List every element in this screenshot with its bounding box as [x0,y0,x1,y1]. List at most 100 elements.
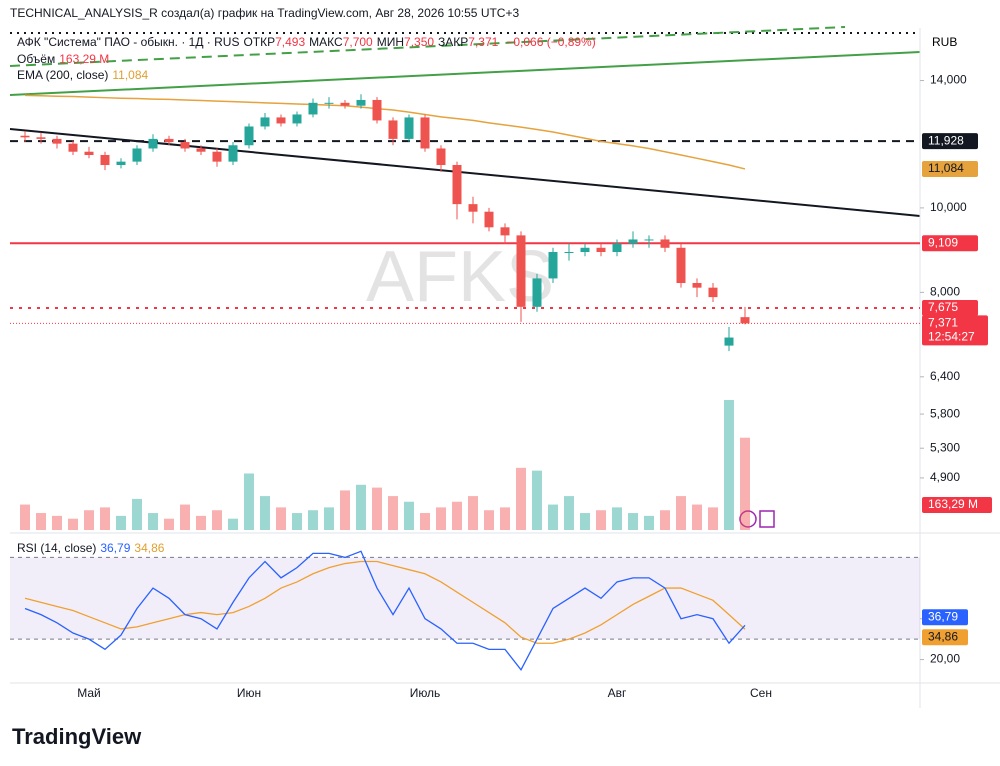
candle-body [324,102,334,104]
candle-body [564,252,574,254]
volume-bar [708,507,718,530]
volume-bar [484,510,494,530]
volume-bar [740,437,750,530]
candle-body [52,138,62,144]
candle-body [372,99,382,121]
brand: TradingView [12,724,142,749]
symbol: АФК "Система" ПАО - обыкн. · 1Д · RUS [17,35,240,49]
candle-body [292,114,302,124]
volume-bar [276,507,286,530]
candle-body [516,235,526,307]
rsi-value: 36,79 [100,541,131,555]
candle-body [180,142,190,149]
x-tick-label: Авг [608,686,627,700]
candle-body [644,239,654,241]
volume-bar [436,507,446,530]
candle-body [308,102,318,115]
ema-line [24,94,746,170]
level-label-box [922,133,978,150]
trend-line [9,128,921,217]
candle-body [228,145,238,162]
volume-bar [404,501,414,530]
y-tick-label: 6,400 [930,369,960,383]
y-tick-label: 5,300 [930,440,960,454]
volume-bar [420,513,430,530]
volume-bar [116,515,126,530]
ohlc-label: ОТКР [243,35,276,49]
rsi-line [24,550,746,671]
level-label-box [922,300,978,317]
y-tick-label: 14,000 [930,73,967,87]
candle-body [260,117,270,127]
ohlc-value: 7,371 [468,35,499,49]
candle-body [612,243,622,253]
candle-body [532,278,542,307]
volume-bar [132,498,142,530]
level-label: 11,928 [928,133,964,147]
candle-body [100,154,110,166]
rsi-label-box [922,609,968,626]
y-tick-label: 8,000 [930,285,960,299]
volume-bar [564,496,574,530]
ohlc: ОТКР7,493 МАКС7,700 МИН7,350 ЗАКР7,371 [243,35,502,49]
volume-bar [260,496,270,530]
candle-body [596,247,606,253]
candle-body [740,317,750,324]
x-tick-label: Май [77,686,101,700]
volume-bar [468,496,478,530]
rsi-band [10,557,920,640]
volume-bar [372,487,382,530]
candle-body [452,165,462,205]
rsi-label: 36,79 [928,609,958,623]
volume-bar [356,484,366,530]
legend-ema: EMA (200, close) 11,084 [17,68,152,82]
trend-line [9,51,921,96]
header: TECHNICAL_ANALYSIS_R создал(а) график на… [10,6,520,20]
volume-bar [148,513,158,530]
volume-bar [692,504,702,530]
candle-body [580,247,590,253]
candle-body [340,102,350,106]
volume-bar [500,507,510,530]
ohlc-value: 7,350 [404,35,435,49]
candle-body [436,148,446,166]
volume-bar [548,504,558,530]
volume-bar [324,507,334,530]
volume-label-box [922,497,992,513]
y-tick-label: 4,900 [930,470,960,484]
volume-bar [340,490,350,530]
ema-name: EMA (200, close) [17,68,109,82]
candle-body [500,227,510,236]
volume-bar [676,496,686,530]
volume-bar [100,507,110,530]
trend-line [9,26,846,67]
candle-body [244,126,254,146]
candle-body [84,151,94,155]
currency: RUB [932,35,957,49]
level-label: 7,675 [928,300,958,314]
volume-bar [212,510,222,530]
volume-bar [532,470,542,530]
candle-body [628,239,638,244]
ohlc-value: 7,493 [275,35,306,49]
rsi-ma-label-box [922,629,968,646]
level-label-box [922,235,978,252]
ema-label: 11,084 [928,161,964,175]
candle-body [20,135,30,138]
candle-body [692,283,702,288]
legend-rsi: RSI (14, close) 36,79 34,86 [17,541,168,555]
candle-body [276,117,286,124]
volume-bar [292,513,302,530]
ohlc-label: ЗАКР [438,35,469,49]
brand-logo: TradingView [12,724,141,750]
ohlc-label: МИН [376,35,405,49]
ohlc-value: 7,700 [342,35,373,49]
volume-bar [84,510,94,530]
volume-bar [596,510,606,530]
y-tick-label: 5,800 [930,406,960,420]
candle-body [420,117,430,149]
volume-bar [20,504,30,530]
candle-body [724,337,734,346]
volume-bar [452,501,462,530]
